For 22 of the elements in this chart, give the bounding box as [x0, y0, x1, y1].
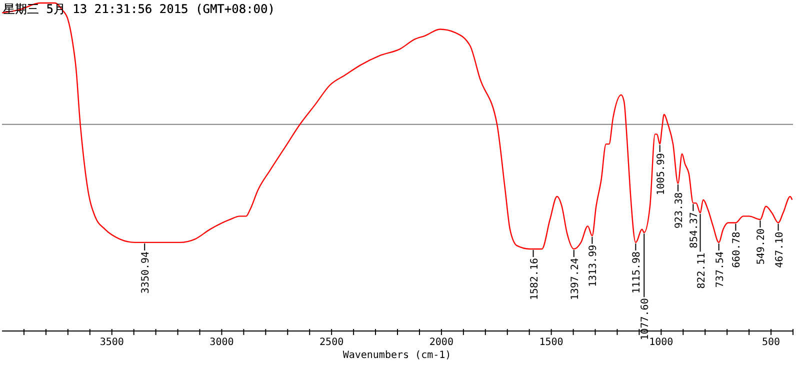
annotation: 1397.24 — [570, 258, 581, 300]
x-tick-label: 2500 — [320, 337, 344, 348]
x-tick-label: 500 — [762, 337, 780, 348]
annotation: 467.10 — [774, 232, 786, 268]
annotation: 822.11 — [696, 252, 708, 289]
x-tick-label: 2000 — [429, 337, 454, 348]
annotation: 1115.98 — [632, 251, 643, 294]
annotation: 1582.16 — [529, 258, 540, 300]
annotation: 737.54 — [714, 251, 726, 288]
x-tick-label: 1500 — [539, 337, 564, 348]
x-tick-label: 3500 — [100, 337, 124, 348]
x-tick-label: 3000 — [210, 337, 234, 348]
annotation: 1313.99 — [588, 244, 600, 288]
annotation: 3350.94 — [140, 251, 152, 294]
annotation: 923.38 — [674, 192, 685, 229]
annotation: 549.20 — [756, 228, 768, 265]
x-axis-title: Wavenumbers (cm-1) — [342, 350, 452, 361]
annotation: 1005.99 — [656, 153, 667, 196]
annotation: 660.78 — [732, 232, 743, 268]
x-tick-label: 1000 — [649, 337, 674, 348]
annotation: 1077.60 — [640, 298, 652, 340]
annotation: 854.37 — [689, 212, 700, 248]
